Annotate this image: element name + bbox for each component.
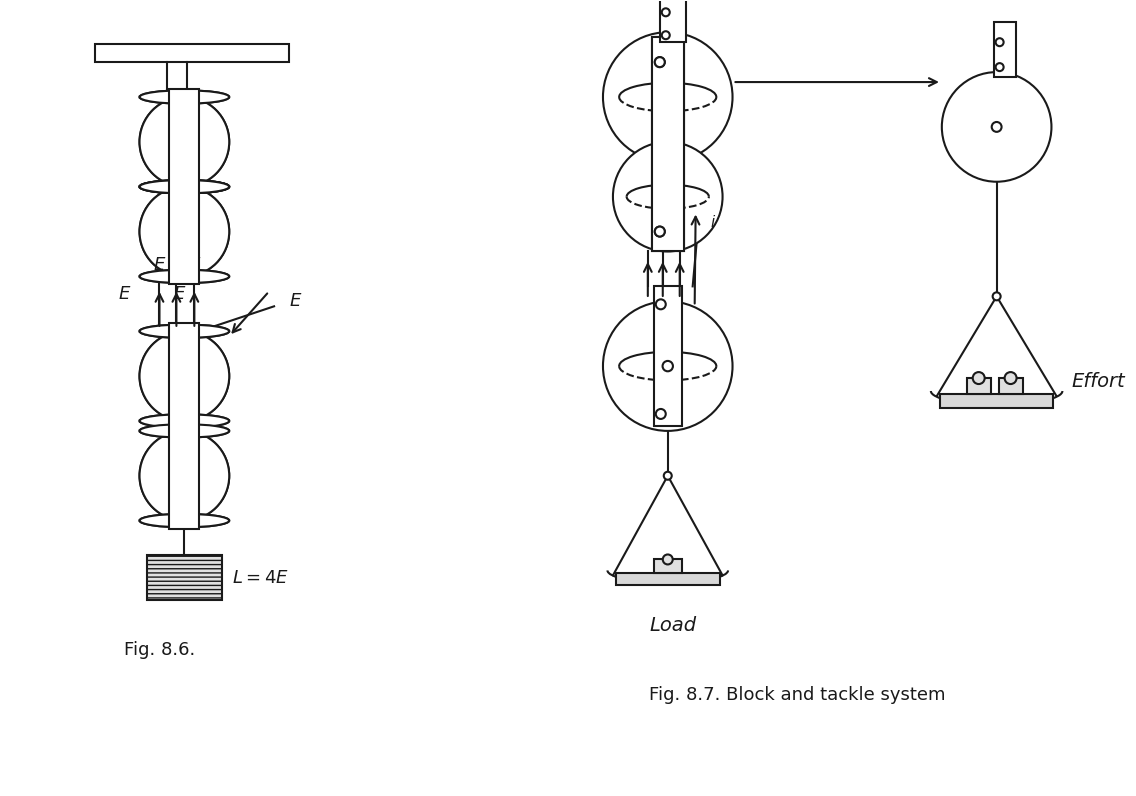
Bar [654, 560, 682, 573]
Circle shape [140, 187, 229, 276]
Ellipse shape [140, 180, 229, 193]
Bar [169, 323, 199, 529]
Circle shape [663, 472, 671, 480]
Text: Fig. 8.7. Block and tackle system: Fig. 8.7. Block and tackle system [649, 686, 945, 704]
Bar [652, 37, 684, 252]
Text: $E$: $E$ [152, 256, 166, 274]
Circle shape [181, 373, 187, 380]
Circle shape [1004, 372, 1017, 384]
Text: $i$: $i$ [710, 213, 716, 229]
Ellipse shape [140, 514, 229, 527]
Text: $E$: $E$ [187, 256, 201, 274]
Text: $E$: $E$ [173, 285, 186, 302]
Bar [169, 89, 199, 284]
Circle shape [663, 193, 673, 201]
Circle shape [662, 8, 670, 16]
Circle shape [655, 409, 666, 419]
Text: Fig. 8.6.: Fig. 8.6. [124, 641, 195, 659]
Ellipse shape [140, 424, 229, 438]
Circle shape [140, 431, 229, 521]
Circle shape [662, 31, 670, 39]
Circle shape [654, 227, 665, 236]
Bar [652, 37, 684, 252]
Ellipse shape [140, 180, 229, 193]
Circle shape [942, 72, 1052, 181]
Circle shape [662, 361, 673, 371]
Ellipse shape [140, 180, 229, 193]
Circle shape [181, 373, 187, 380]
Circle shape [993, 292, 1001, 300]
Ellipse shape [140, 270, 229, 283]
Bar [939, 394, 1053, 408]
Bar [654, 287, 682, 426]
Bar [147, 556, 222, 600]
Circle shape [654, 227, 665, 236]
Ellipse shape [140, 325, 229, 338]
Circle shape [662, 92, 673, 102]
Text: $E$: $E$ [289, 292, 302, 310]
Circle shape [181, 228, 187, 235]
Circle shape [140, 97, 229, 187]
Circle shape [603, 302, 733, 431]
Circle shape [140, 331, 229, 421]
Text: Load: Load [649, 616, 696, 634]
Circle shape [992, 122, 1002, 132]
Ellipse shape [140, 325, 229, 338]
Circle shape [140, 187, 229, 276]
Circle shape [603, 32, 733, 162]
Circle shape [181, 139, 187, 146]
Circle shape [654, 57, 665, 67]
Ellipse shape [140, 514, 229, 527]
Circle shape [181, 139, 187, 146]
Circle shape [140, 97, 229, 187]
Bar [660, 0, 686, 42]
Circle shape [140, 431, 229, 521]
Ellipse shape [140, 270, 229, 283]
Ellipse shape [140, 414, 229, 427]
Circle shape [995, 63, 1003, 71]
Circle shape [181, 228, 187, 235]
Circle shape [654, 57, 665, 67]
Bar [999, 378, 1022, 394]
Ellipse shape [140, 90, 229, 103]
Circle shape [995, 38, 1003, 46]
Circle shape [613, 142, 722, 252]
Ellipse shape [140, 414, 229, 427]
Bar [967, 378, 991, 394]
Ellipse shape [140, 90, 229, 103]
Ellipse shape [140, 180, 229, 193]
Bar [994, 22, 1016, 77]
Bar [616, 573, 720, 585]
Circle shape [140, 331, 229, 421]
Text: $L = 4E$: $L = 4E$ [232, 569, 289, 587]
Text: Effort: Effort [1071, 372, 1125, 391]
Circle shape [662, 555, 673, 564]
Circle shape [181, 472, 187, 479]
Ellipse shape [140, 424, 229, 438]
Circle shape [181, 472, 187, 479]
Text: $E$: $E$ [118, 285, 132, 302]
Bar [94, 45, 289, 62]
Circle shape [972, 372, 985, 384]
Circle shape [655, 299, 666, 310]
